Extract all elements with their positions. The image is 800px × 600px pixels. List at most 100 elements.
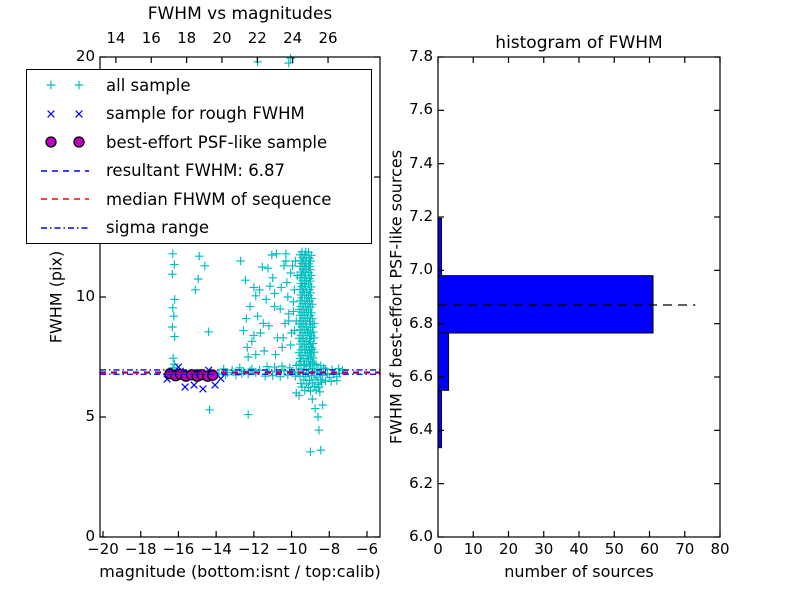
scatter-point-plus (267, 250, 277, 260)
scatter-point-plus (282, 278, 292, 287)
scatter-point-plus (249, 331, 259, 340)
scatter-point-plus (256, 328, 265, 338)
scatter-point-plus (168, 269, 177, 279)
hist-y-tick-label: 6.8 (409, 313, 433, 332)
circle-swatch-icon (45, 136, 85, 148)
scatter-point-cross (181, 383, 189, 391)
scatter-point-cross (190, 381, 198, 389)
scatter-point-plus (286, 268, 295, 278)
legend-entry-label: sigma range (106, 218, 210, 238)
scatter-point-plus (251, 291, 261, 301)
scatter-point-plus (204, 327, 213, 337)
scatter-point-plus (277, 343, 287, 352)
scatter-point-plus (284, 58, 294, 68)
legend-box: all sample sample for rough FWHM best-effo… (26, 69, 372, 244)
scatter-point-plus (309, 359, 319, 369)
scatter-point-plus (281, 256, 291, 266)
histogram-bar (437, 332, 450, 391)
scatter-point-cross (199, 385, 207, 393)
hist-x-tick-label: 60 (639, 540, 660, 558)
legend-entry: sigma range (27, 215, 371, 241)
scatter-point-plus (281, 249, 291, 259)
top-x-tick-label: 18 (177, 29, 197, 47)
left-plot-xlabel: magnitude (bottom:isnt / top:calib) (99, 562, 381, 581)
x-tick-label: −10 (275, 540, 308, 558)
right-plot-ylabel: FWHM of best-effort PSF-like sources (386, 149, 406, 445)
scatter-point-plus (314, 425, 324, 435)
plus-swatch-icon (46, 81, 84, 90)
y-tick-label: 0 (85, 527, 95, 545)
dashed-swatch-icon (41, 169, 89, 172)
hist-x-tick-label: 70 (675, 540, 695, 558)
scatter-point-plus (258, 319, 268, 328)
scatter-point-plus (253, 311, 262, 321)
hist-x-tick-label: 10 (463, 540, 483, 558)
right-plot-title: histogram of FWHM (495, 33, 663, 53)
legend-entry: best-effort PSF-like sample (27, 129, 371, 155)
top-x-tick-label: 26 (318, 29, 338, 47)
scatter-point-plus (308, 345, 317, 354)
scatter-point-plus (304, 383, 313, 393)
scatter-point-plus (308, 394, 317, 404)
scatter-point-plus (304, 248, 313, 257)
scatter-point-plus (239, 326, 248, 335)
scatter-point-plus (308, 353, 318, 363)
hist-y-tick-label: 6.6 (409, 367, 433, 385)
scatter-point-plus (241, 275, 250, 285)
scatter-point-plus (245, 302, 255, 311)
legend-entry-label: best-effort PSF-like sample (106, 132, 328, 152)
scatter-point-plus (309, 319, 319, 328)
left-plot-title: FWHM vs magnitudes (147, 4, 333, 24)
cross-swatch-icon (47, 110, 83, 118)
scatter-point-plus (332, 372, 342, 381)
scatter-point-plus (288, 261, 297, 271)
scatter-point-plus (308, 327, 318, 337)
scatter-point-plus (258, 262, 267, 272)
scatter-point-plus (251, 350, 261, 359)
hist-x-tick-label: 0 (433, 540, 443, 558)
scatter-point-plus (168, 353, 178, 363)
top-x-tick-label: 14 (106, 29, 126, 47)
scatter-point-plus (168, 249, 178, 259)
scatter-point-plus (243, 352, 253, 362)
scatter-point-plus (275, 304, 285, 314)
y-tick-label: 10 (75, 287, 95, 305)
scatter-point-plus (193, 274, 203, 284)
scatter-point-plus (291, 316, 301, 326)
scatter-point-plus (310, 404, 320, 413)
legend-entry-label: resultant FWHM: 6.87 (106, 161, 285, 181)
scatter-point-plus (170, 295, 179, 304)
top-x-tick-label: 24 (283, 29, 303, 47)
hist-y-tick-label: 7.6 (409, 100, 433, 119)
scatter-point-plus (305, 376, 314, 385)
scatter-point-plus (326, 377, 336, 386)
scatter-point-plus (283, 292, 293, 302)
hist-y-tick-label: 7.0 (409, 260, 433, 279)
x-tick-label: −6 (355, 540, 379, 558)
legend-entry-label: all sample (106, 75, 191, 95)
scatter-point-plus (277, 361, 287, 371)
scatter-point-plus (289, 307, 298, 316)
scatter-point-plus (247, 364, 257, 374)
scatter-point-cross (211, 381, 219, 389)
scatter-point-plus (279, 366, 289, 376)
scatter-point-plus (271, 350, 280, 359)
scatter-point-plus (268, 371, 278, 381)
scatter-point-plus (205, 405, 214, 415)
hist-y-tick-label: 6.0 (409, 527, 433, 545)
scatter-point-plus (334, 364, 344, 373)
legend-entry: all sample (27, 72, 371, 98)
hist-y-tick-label: 7.2 (409, 207, 433, 225)
hist-x-tick-label: 30 (534, 540, 554, 558)
hist-x-tick-label: 80 (710, 540, 730, 558)
scatter-point-plus (284, 309, 294, 319)
scatter-point-plus (235, 363, 245, 373)
hist-x-tick-label: 40 (569, 540, 589, 558)
y-tick-label: 5 (85, 407, 95, 425)
scatter-point-plus (170, 332, 179, 341)
scatter-point-plus (315, 387, 325, 397)
scatter-point-plus (242, 314, 251, 323)
scatter-point-plus (261, 295, 271, 304)
